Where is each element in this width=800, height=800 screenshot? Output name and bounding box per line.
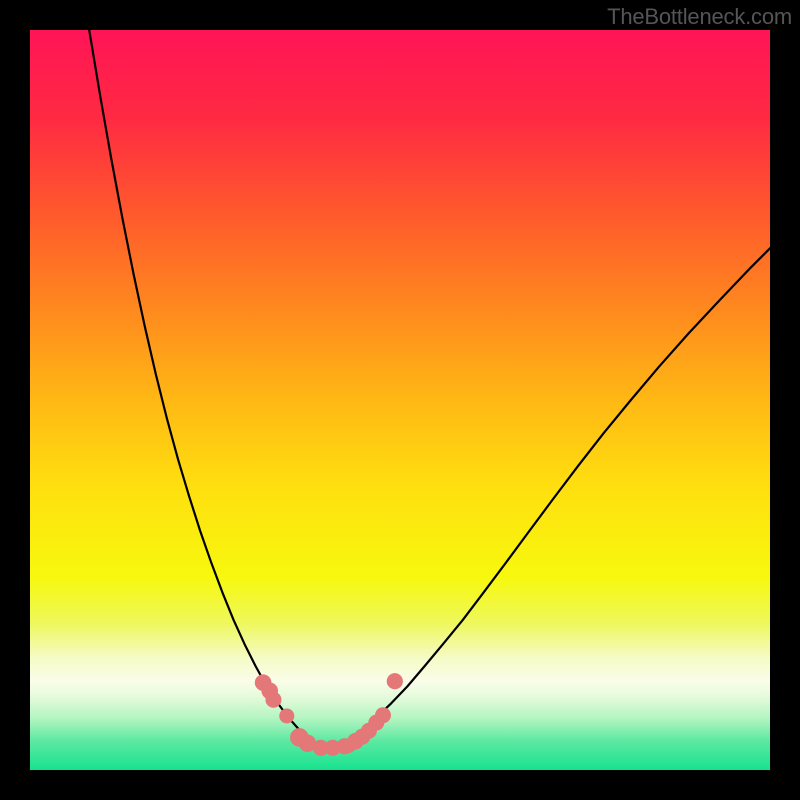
chart-outer: TheBottleneck.com <box>0 0 800 800</box>
data-marker <box>387 674 402 689</box>
watermark-text: TheBottleneck.com <box>607 4 792 30</box>
data-marker <box>266 692 281 707</box>
gradient-background <box>30 30 770 770</box>
data-marker <box>280 709 294 723</box>
data-marker <box>375 708 390 723</box>
plot-area <box>30 30 770 770</box>
curve-plot <box>30 30 770 770</box>
